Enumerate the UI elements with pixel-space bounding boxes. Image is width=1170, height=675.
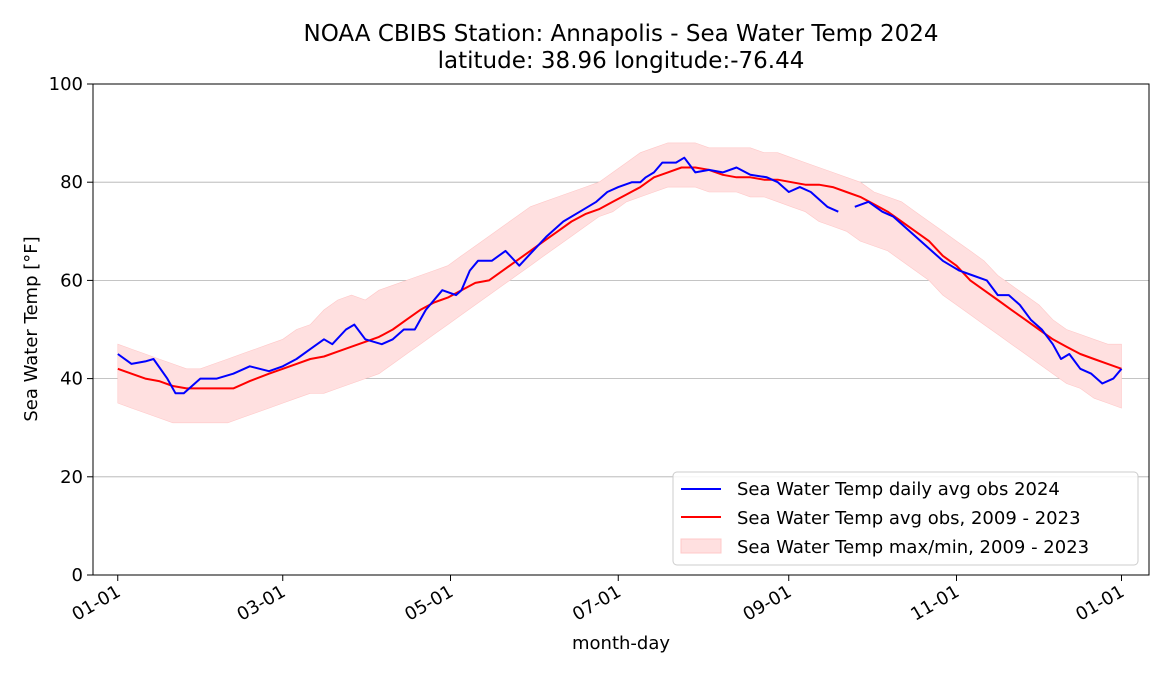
x-axis-ticks: 01-01 03-01 05-01 07-01 09-01 11-01 01-01 — [68, 575, 1128, 625]
x-tick-label: 09-01 — [739, 581, 795, 625]
y-axis-ticks: 0 20 40 60 80 100 — [49, 74, 93, 586]
x-tick-label: 11-01 — [907, 581, 963, 625]
legend-swatch-max-min-band — [680, 538, 722, 554]
series-lines-layer — [117, 156, 1123, 395]
legend: Sea Water Temp daily avg obs 2024 Sea Wa… — [672, 471, 1139, 566]
y-tick-label: 100 — [49, 74, 83, 95]
legend-box — [672, 471, 1139, 566]
x-tick-label: 05-01 — [401, 581, 457, 625]
y-tick-label: 60 — [60, 270, 83, 291]
x-tick-label: 01-01 — [1072, 581, 1128, 625]
legend-label-avg: Sea Water Temp avg obs, 2009 - 2023 — [737, 508, 1081, 529]
y-axis-label: Sea Water Temp [°F] — [21, 236, 42, 421]
y-tick-label: 0 — [72, 565, 83, 586]
legend-label-2024: Sea Water Temp daily avg obs 2024 — [737, 479, 1060, 500]
chart-subtitle: latitude: 38.96 longitude:-76.44 — [438, 48, 805, 74]
series-line-2024 — [854, 200, 1123, 385]
y-tick-label: 40 — [60, 369, 83, 390]
x-tick-label: 07-01 — [569, 581, 625, 625]
y-tick-label: 80 — [60, 172, 83, 193]
plot-area-frame — [92, 83, 1150, 576]
series-line-avg-2009-2023 — [117, 166, 1122, 390]
x-tick-label: 03-01 — [233, 581, 289, 625]
max-min-band — [117, 142, 1122, 424]
x-axis-label: month-day — [572, 633, 670, 654]
max-min-band-layer — [117, 142, 1122, 424]
series-line-2024 — [117, 156, 839, 395]
x-tick-label: 01-01 — [68, 581, 124, 625]
legend-label-max-min: Sea Water Temp max/min, 2009 - 2023 — [737, 537, 1089, 558]
y-tick-label: 20 — [60, 467, 83, 488]
chart-title: NOAA CBIBS Station: Annapolis - Sea Wate… — [304, 21, 939, 47]
